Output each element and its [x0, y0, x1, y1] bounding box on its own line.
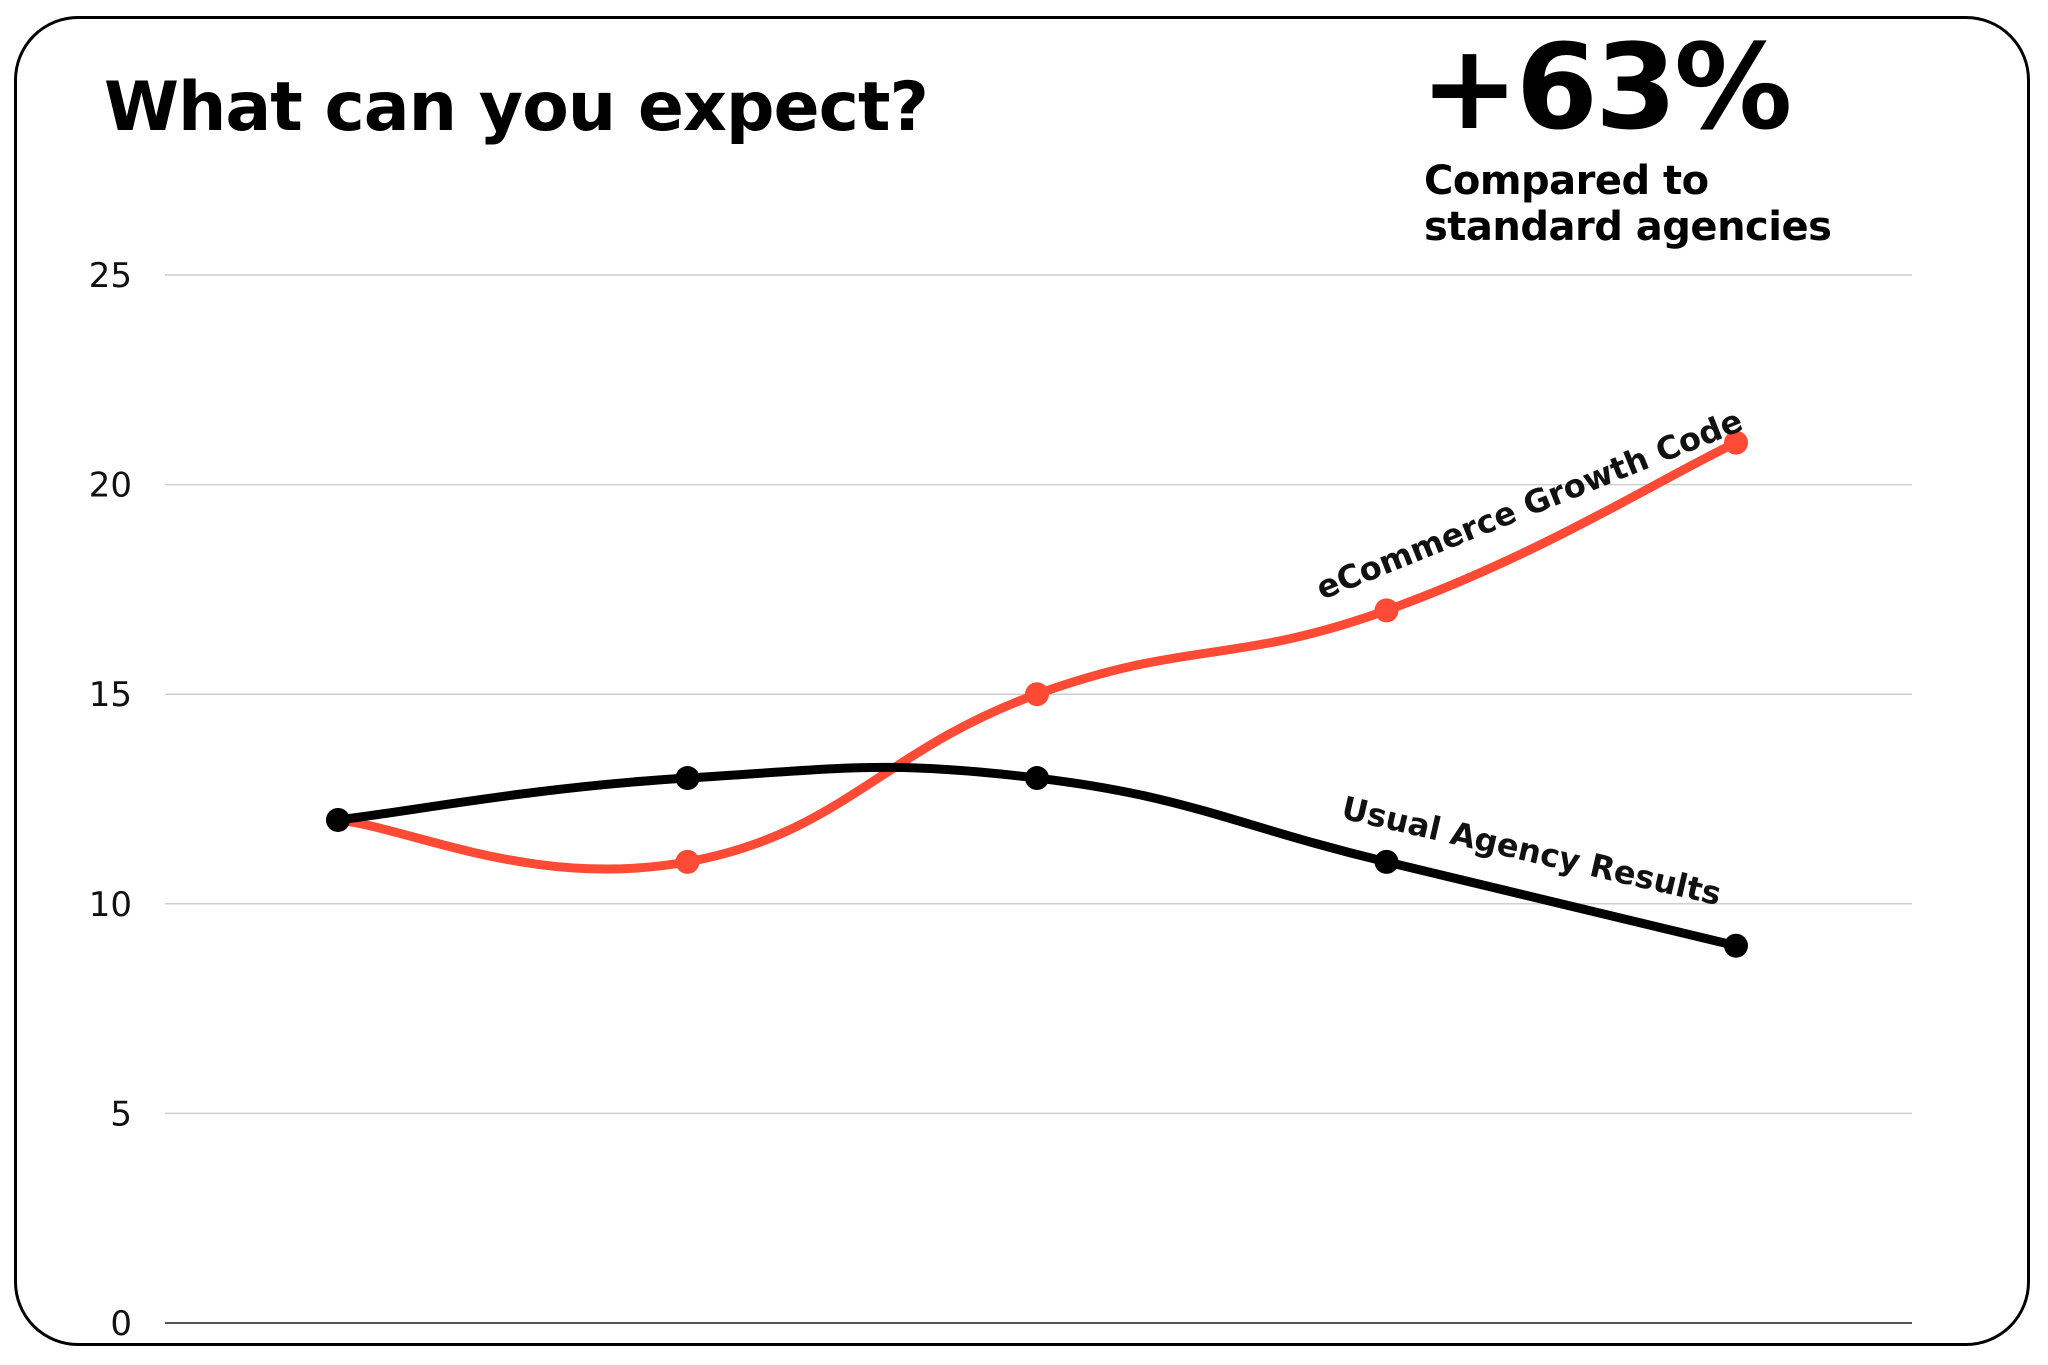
- y-tick-label-20: 20: [89, 466, 132, 506]
- data-point-ecommerce-growth-code-2: [675, 849, 700, 874]
- data-point-usual-agency-results-4: [1374, 849, 1399, 874]
- data-point-usual-agency-results-2: [675, 766, 700, 791]
- y-tick-label-0: 0: [110, 1304, 132, 1344]
- series-lines: [326, 430, 1748, 958]
- y-axis-ticks: 0 5 10 15 20 25: [89, 256, 132, 1344]
- series-label-ecommerce-growth-code: eCommerce Growth Code: [1311, 401, 1748, 607]
- grid-lines: [165, 274, 1912, 1324]
- stat-caption: Compared to standard agencies: [1424, 158, 1832, 250]
- y-tick-label-5: 5: [110, 1094, 132, 1134]
- y-tick-label-10: 10: [89, 885, 132, 925]
- chart-card: [14, 16, 2030, 1346]
- data-point-usual-agency-results-1: [326, 807, 350, 832]
- data-point-ecommerce-growth-code-3: [1025, 682, 1049, 707]
- y-tick-label-15: 15: [89, 675, 132, 715]
- data-point-usual-agency-results-3: [1025, 766, 1049, 791]
- data-point-usual-agency-results-5: [1724, 933, 1748, 958]
- data-point-ecommerce-growth-code-4: [1374, 598, 1399, 623]
- page-title: What can you expect?: [104, 68, 929, 147]
- stat-value: +63%: [1420, 18, 1792, 156]
- y-tick-label-25: 25: [89, 256, 132, 296]
- data-point-ecommerce-growth-code-5: [1724, 430, 1748, 455]
- series-usual-agency-results: [326, 762, 1748, 958]
